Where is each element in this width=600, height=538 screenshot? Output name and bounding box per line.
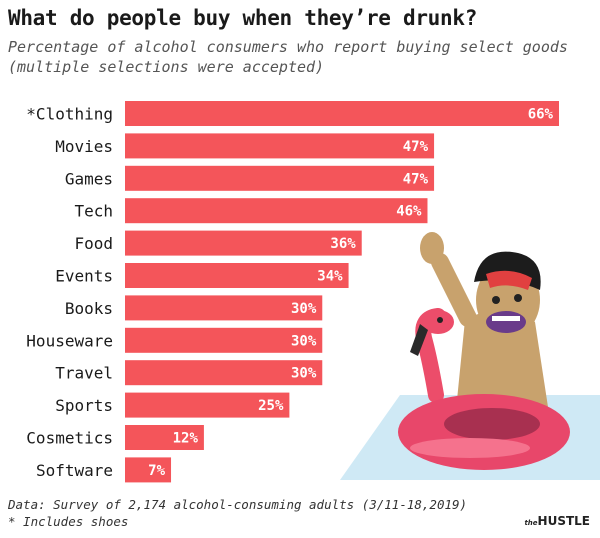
bar — [125, 230, 362, 256]
bar — [125, 327, 323, 353]
bar — [125, 263, 349, 288]
bar — [125, 133, 435, 159]
bar — [125, 425, 204, 450]
bars-group: *Clothing 66% Movies 47% Games 47% Tech 46% Food… — [26, 101, 559, 483]
eye-icon — [514, 294, 522, 302]
bar — [125, 198, 428, 224]
value-label: 36% — [330, 236, 356, 252]
chart-subtitle: Percentage of alcohol consumers who repo… — [8, 38, 568, 76]
value-label: 30% — [291, 366, 317, 382]
bar — [125, 165, 435, 191]
category-label: Software — [36, 461, 113, 480]
value-label: 12% — [173, 431, 199, 447]
flamingo-beak-icon — [410, 324, 428, 356]
chart-title: What do people buy when they’re drunk? — [8, 6, 478, 30]
value-label: 7% — [148, 463, 165, 479]
category-label: Events — [55, 267, 113, 286]
value-label: 30% — [291, 301, 317, 317]
category-label: Houseware — [26, 331, 113, 350]
category-label: Games — [65, 169, 113, 188]
value-label: 30% — [291, 333, 317, 349]
category-label: Sports — [55, 396, 113, 415]
value-label: 47% — [403, 139, 429, 155]
category-label: Tech — [74, 202, 113, 221]
mouth-icon — [486, 311, 526, 333]
value-label: 34% — [317, 269, 343, 285]
bar — [125, 360, 323, 386]
category-label: *Clothing — [26, 105, 113, 124]
bar — [125, 392, 290, 418]
torso-icon — [455, 310, 550, 420]
category-label: Food — [74, 234, 113, 253]
bar — [125, 295, 323, 321]
flamingo-illustration — [340, 232, 600, 480]
bar — [125, 101, 559, 126]
bar — [125, 457, 172, 483]
category-label: Travel — [55, 364, 113, 383]
brand-logo: theHUSTLE — [524, 514, 590, 528]
value-label: 25% — [258, 398, 284, 414]
category-label: Books — [65, 299, 113, 318]
waving-arm-icon — [431, 253, 477, 327]
eye-icon — [492, 296, 500, 304]
footnote: * Includes shoes — [8, 514, 129, 529]
value-label: 46% — [396, 204, 422, 220]
hand-icon — [420, 232, 444, 264]
category-label: Movies — [55, 137, 113, 156]
chart-footer: Data: Survey of 2,174 alcohol-consuming … — [8, 496, 467, 530]
source-note: Data: Survey of 2,174 alcohol-consuming … — [8, 497, 468, 512]
category-label: Cosmetics — [26, 429, 113, 448]
value-label: 66% — [528, 107, 554, 123]
value-label: 47% — [403, 171, 429, 187]
